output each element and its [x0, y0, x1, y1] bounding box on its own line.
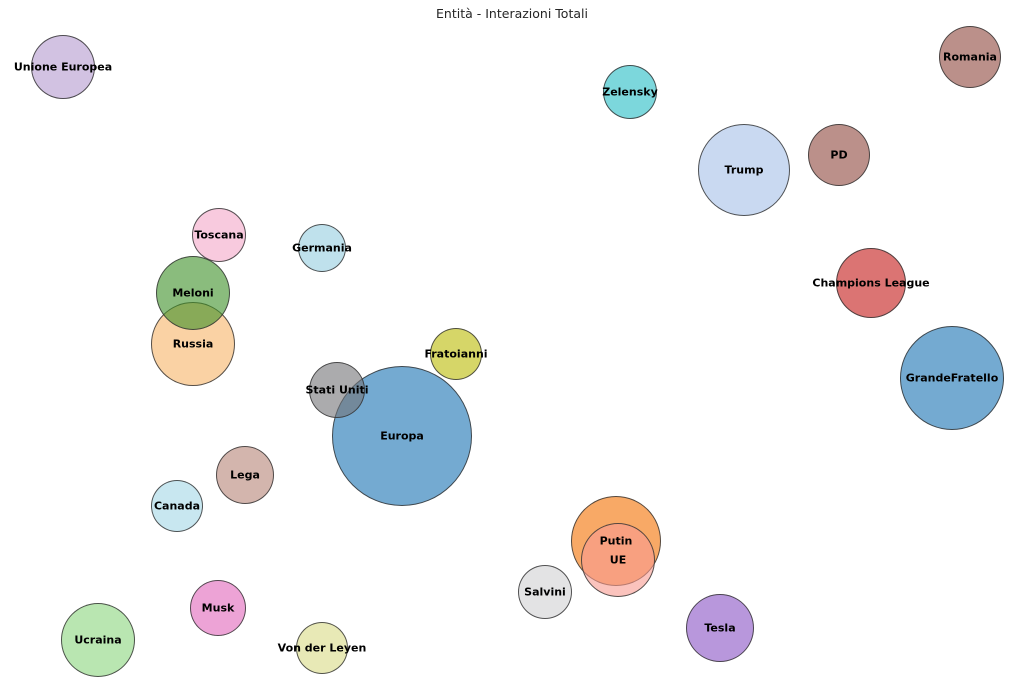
- bubble-lega: [216, 446, 274, 504]
- bubble-romania: [939, 26, 1001, 88]
- bubble-meloni: [156, 256, 230, 330]
- bubble-grandefratello: [900, 326, 1004, 430]
- bubble-musk: [190, 580, 246, 636]
- bubble-salvini: [518, 565, 572, 619]
- bubble-stati-uniti: [309, 362, 365, 418]
- bubble-zelensky: [603, 65, 657, 119]
- bubble-von-der-leyen: [296, 622, 348, 674]
- bubble-ucraina: [61, 603, 135, 677]
- bubble-tesla: [686, 594, 754, 662]
- bubble-toscana: [192, 208, 246, 262]
- bubble-canada: [151, 480, 203, 532]
- bubble-ue: [581, 523, 655, 597]
- bubble-germania: [298, 224, 346, 272]
- bubble-champions-league: [836, 248, 906, 318]
- bubble-unione-europea: [31, 35, 95, 99]
- chart-title: Entità - Interazioni Totali: [436, 6, 588, 21]
- bubble-fratoianni: [430, 328, 482, 380]
- bubble-pd: [808, 124, 870, 186]
- bubble-trump: [698, 124, 790, 216]
